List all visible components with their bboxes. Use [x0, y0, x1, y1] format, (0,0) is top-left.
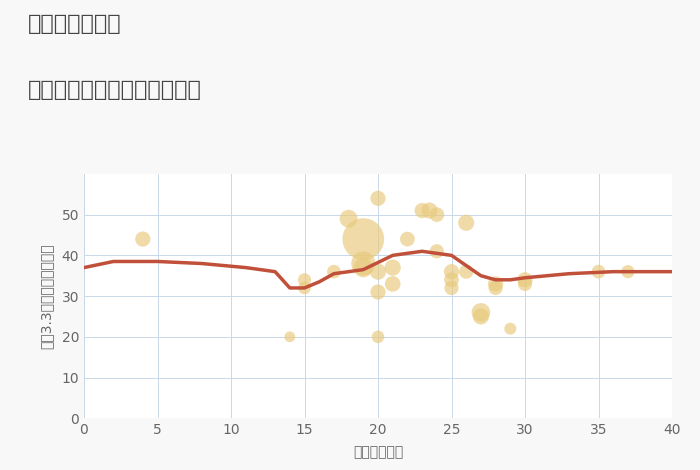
Point [299, 276, 310, 283]
Point [431, 211, 442, 219]
Point [402, 235, 413, 243]
Point [358, 264, 369, 271]
X-axis label: 築年数（年）: 築年数（年） [353, 446, 403, 460]
Point [490, 284, 501, 292]
Point [424, 207, 435, 214]
Point [328, 268, 339, 275]
Point [446, 268, 457, 275]
Text: 築年数別中古マンション価格: 築年数別中古マンション価格 [28, 80, 202, 100]
Point [372, 333, 384, 341]
Text: 奈良県真菅駅の: 奈良県真菅駅の [28, 14, 122, 34]
Point [284, 333, 295, 341]
Point [475, 309, 486, 316]
Point [358, 235, 369, 243]
Point [416, 207, 428, 214]
Point [475, 313, 486, 320]
Point [137, 235, 148, 243]
Y-axis label: 坪（3.3㎡）単価（万円）: 坪（3.3㎡）単価（万円） [39, 243, 53, 349]
Point [431, 248, 442, 255]
Point [519, 280, 531, 288]
Point [461, 219, 472, 227]
Point [299, 284, 310, 292]
Point [505, 325, 516, 332]
Point [372, 268, 384, 275]
Point [446, 276, 457, 283]
Point [461, 268, 472, 275]
Point [358, 260, 369, 267]
Point [593, 268, 604, 275]
Point [519, 276, 531, 283]
Point [622, 268, 634, 275]
Point [372, 288, 384, 296]
Point [372, 195, 384, 202]
Point [387, 264, 398, 271]
Point [387, 280, 398, 288]
Point [446, 284, 457, 292]
Point [490, 280, 501, 288]
Point [343, 215, 354, 222]
